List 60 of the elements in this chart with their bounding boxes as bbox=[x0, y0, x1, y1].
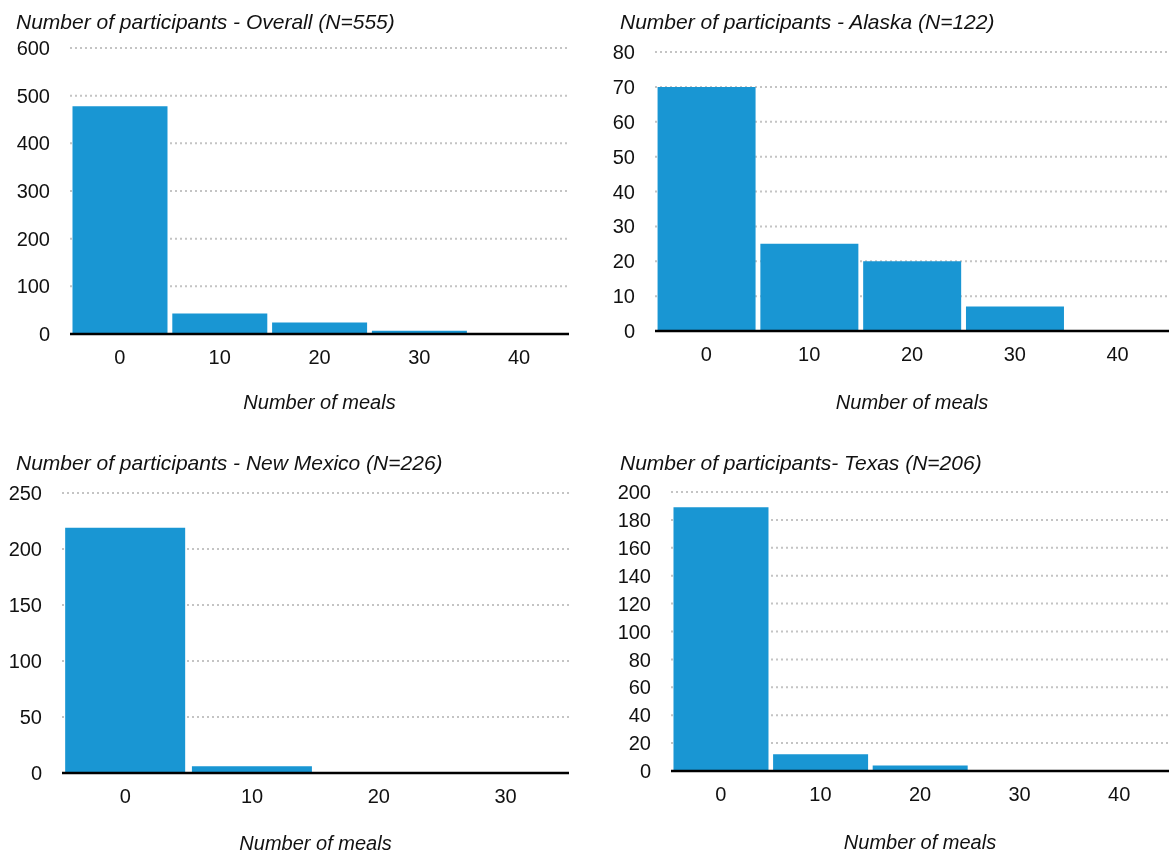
y-tick-label: 100 bbox=[617, 620, 651, 643]
y-tick-label: 500 bbox=[16, 84, 50, 107]
y-tick-label: 60 bbox=[612, 110, 635, 133]
x-tick-label: 10 bbox=[241, 785, 264, 808]
x-tick-label: 10 bbox=[809, 783, 832, 806]
y-tick-label: 30 bbox=[612, 215, 635, 238]
y-tick-label: 200 bbox=[617, 481, 651, 504]
chart-title: Number of participants - Overall (N=555) bbox=[16, 10, 395, 34]
x-tick-label: 40 bbox=[1108, 783, 1131, 806]
y-tick-label: 50 bbox=[612, 145, 635, 168]
y-tick-label: 60 bbox=[628, 676, 651, 699]
x-tick-label: 20 bbox=[908, 783, 932, 806]
y-tick-label: 140 bbox=[617, 564, 651, 587]
y-tick-label: 100 bbox=[8, 650, 42, 673]
x-tick-label: 0 bbox=[119, 785, 131, 808]
x-tick-label: 20 bbox=[900, 343, 924, 366]
y-tick-label: 0 bbox=[30, 762, 42, 785]
x-tick-label: 20 bbox=[308, 346, 331, 369]
y-tick-label: 50 bbox=[19, 706, 42, 729]
x-tick-label: 30 bbox=[1003, 343, 1026, 366]
y-tick-label: 10 bbox=[612, 285, 635, 308]
x-axis-title: Number of meals bbox=[843, 831, 997, 853]
x-tick-label: 40 bbox=[1106, 343, 1129, 366]
y-tick-label: 70 bbox=[612, 75, 635, 98]
x-tick-label: 30 bbox=[494, 785, 517, 808]
x-tick-label: 30 bbox=[408, 346, 431, 369]
y-tick-label: 0 bbox=[639, 760, 651, 783]
y-tick-label: 150 bbox=[8, 594, 42, 617]
y-tick-label: 100 bbox=[16, 275, 50, 298]
y-tick-label: 20 bbox=[612, 250, 635, 273]
y-tick-label: 80 bbox=[612, 41, 635, 64]
x-axis-title: Number of meals bbox=[239, 832, 392, 854]
x-tick-label: 30 bbox=[1008, 783, 1031, 806]
x-tick-label: 10 bbox=[208, 346, 231, 369]
y-tick-label: 40 bbox=[612, 180, 635, 203]
y-tick-label: 200 bbox=[8, 538, 42, 561]
y-tick-label: 300 bbox=[16, 180, 50, 203]
y-tick-label: 80 bbox=[628, 648, 651, 671]
y-tick-label: 20 bbox=[628, 732, 651, 755]
chart-title: Number of participants - Alaska (N=122) bbox=[620, 10, 995, 34]
x-axis-title: Number of meals bbox=[835, 391, 989, 413]
y-tick-label: 400 bbox=[16, 132, 50, 155]
y-tick-label: 200 bbox=[16, 227, 50, 250]
y-tick-label: 600 bbox=[16, 37, 50, 60]
y-tick-label: 180 bbox=[617, 509, 651, 531]
x-tick-label: 20 bbox=[367, 785, 390, 808]
x-tick-label: 0 bbox=[715, 783, 727, 806]
y-tick-label: 0 bbox=[38, 323, 50, 346]
x-tick-label: 0 bbox=[700, 343, 712, 366]
x-tick-label: 0 bbox=[114, 346, 126, 369]
y-tick-label: 120 bbox=[617, 592, 651, 615]
x-tick-label: 40 bbox=[507, 346, 531, 369]
y-tick-label: 0 bbox=[623, 320, 635, 343]
y-tick-label: 160 bbox=[617, 536, 651, 559]
y-tick-label: 40 bbox=[628, 704, 651, 727]
y-tick-label: 250 bbox=[8, 482, 42, 505]
x-axis-title: Number of meals bbox=[243, 391, 396, 413]
chart-title: Number of participants - New Mexico (N=226) bbox=[16, 451, 443, 475]
x-tick-label: 10 bbox=[798, 343, 821, 366]
chart-title: Number of participants- Texas (N=206) bbox=[620, 451, 982, 475]
